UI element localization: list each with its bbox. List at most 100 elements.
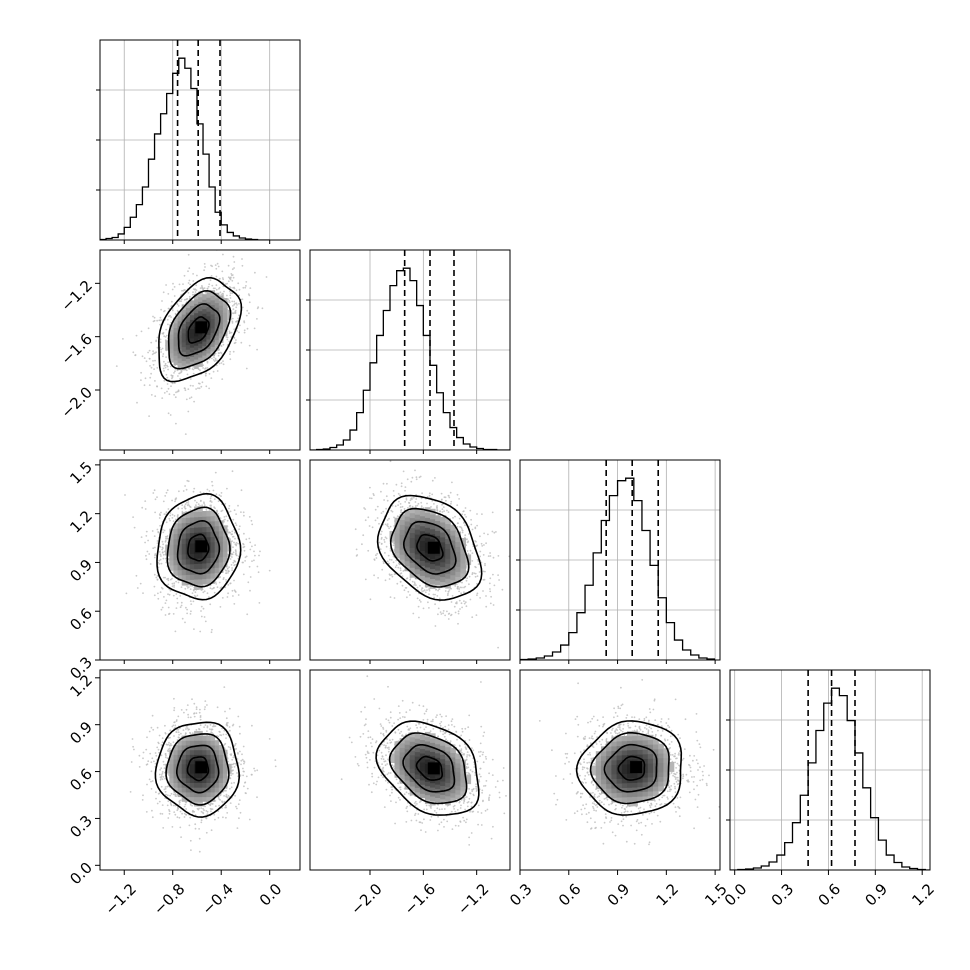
scatter-point (149, 365, 151, 367)
pair-panel-1-2 (309, 459, 511, 661)
scatter-point (188, 586, 190, 588)
scatter-point (248, 312, 250, 315)
density-cell (173, 538, 179, 545)
density-cell (218, 530, 224, 537)
pair-content (129, 686, 277, 853)
density-cell (419, 555, 426, 561)
scatter-point (210, 275, 213, 277)
scatter-point (389, 596, 392, 598)
scatter-point (495, 531, 497, 533)
scatter-point (458, 517, 461, 520)
scatter-point (144, 377, 147, 380)
density-cell (214, 316, 220, 322)
scatter-point (210, 501, 213, 503)
density-cell (419, 545, 426, 551)
density-cell (198, 356, 203, 363)
density-cell (214, 541, 220, 548)
scatter-point (171, 375, 174, 377)
scatter-point (259, 550, 261, 553)
density-cell (424, 541, 431, 548)
scatter-point (397, 492, 400, 495)
scatter-point (408, 505, 411, 507)
scatter-point (469, 509, 472, 512)
scatter-point (216, 262, 219, 265)
scatter-point (186, 479, 189, 482)
scatter-point (231, 567, 234, 569)
scatter-point (173, 582, 176, 585)
scatter-point (385, 507, 387, 510)
scatter-point (256, 565, 259, 568)
scatter-point (186, 612, 189, 615)
scatter-point (268, 569, 271, 572)
scatter-point (125, 592, 128, 595)
scatter-point (258, 554, 260, 557)
scatter-point (168, 517, 171, 520)
scatter-point (438, 597, 441, 600)
density-cell (409, 572, 416, 578)
scatter-point (233, 328, 236, 331)
scatter-point (236, 330, 239, 332)
scatter-point (232, 561, 235, 564)
scatter-point (424, 591, 427, 594)
scatter-point (415, 584, 417, 587)
density-cell (189, 532, 195, 539)
scatter-point (223, 516, 226, 518)
scatter-point (161, 528, 164, 531)
scatter-point (231, 540, 234, 542)
scatter-point (159, 553, 162, 556)
scatter-point (231, 268, 234, 271)
density-cell (210, 304, 216, 310)
scatter-point (192, 368, 195, 371)
scatter-point (363, 507, 365, 509)
density-cell (440, 566, 446, 573)
density-cell (222, 535, 228, 542)
scatter-point (471, 616, 474, 619)
density-cell (424, 561, 431, 568)
scatter-point (242, 573, 245, 576)
scatter-point (370, 497, 373, 500)
scatter-point (232, 595, 234, 597)
scatter-point (394, 566, 397, 569)
scatter-point (144, 500, 147, 502)
scatter-point (378, 522, 380, 525)
scatter-point (167, 593, 169, 596)
scatter-point (238, 288, 241, 291)
scatter-point (361, 543, 363, 546)
scatter-point (150, 761, 153, 764)
density-cell (194, 344, 199, 351)
scatter-point (156, 336, 159, 339)
scatter-point (446, 610, 448, 613)
scatter-point (392, 544, 395, 547)
scatter-point (461, 606, 463, 609)
scatter-point (169, 742, 172, 745)
scatter-point (428, 607, 430, 609)
density-cell (440, 521, 446, 528)
scatter-point (244, 556, 247, 559)
density-cell (173, 345, 179, 352)
scatter-point (407, 590, 410, 593)
scatter-point (179, 377, 182, 380)
scatter-point (411, 476, 414, 479)
scatter-point (202, 367, 205, 369)
scatter-point (207, 285, 210, 288)
scatter-point (169, 414, 172, 416)
density-cell (435, 515, 441, 521)
scatter-point (473, 572, 476, 575)
scatter-point (163, 392, 166, 394)
scatter-point (397, 504, 399, 506)
scatter-point (153, 489, 156, 492)
scatter-point (428, 588, 430, 590)
density-cell (173, 570, 179, 576)
scatter-point (122, 338, 124, 340)
scatter-point (194, 827, 197, 830)
density-cell (202, 516, 207, 522)
scatter-point (459, 586, 462, 589)
density-cell (185, 339, 191, 346)
scatter-point (376, 517, 379, 519)
density-cell (419, 530, 426, 537)
density-cell (445, 518, 451, 525)
scatter-point (248, 301, 251, 304)
scatter-point (238, 294, 241, 297)
scatter-point (158, 734, 161, 737)
density-cell (394, 522, 401, 529)
